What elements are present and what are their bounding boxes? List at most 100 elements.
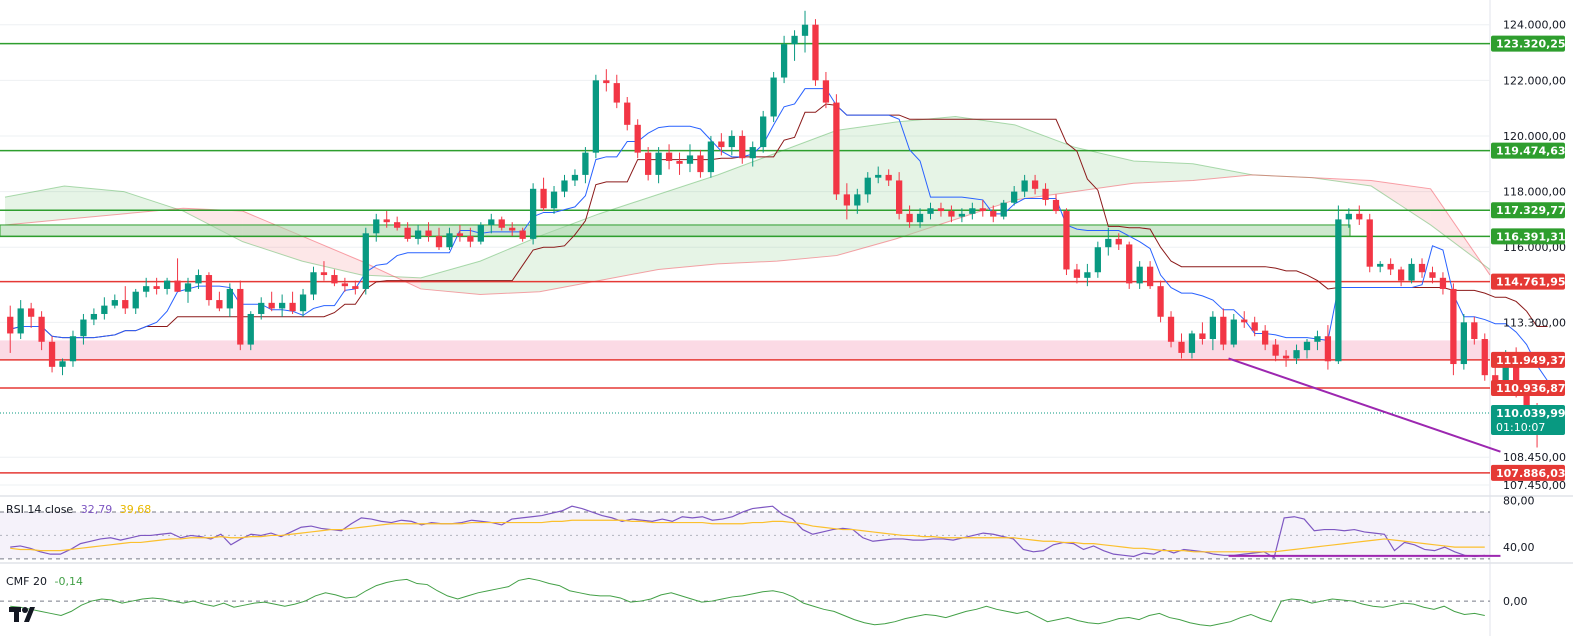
candle: [320, 261, 328, 281]
candle: [59, 358, 66, 376]
cmf-legend: CMF 20 -0,14: [6, 575, 87, 588]
candle: [446, 227, 453, 250]
level-tag-label: 114.761,95: [1496, 276, 1566, 289]
level-tag-label: 117.329,77: [1496, 204, 1566, 217]
candle: [822, 71, 830, 109]
candle-body: [582, 152, 589, 175]
candle-body: [69, 336, 77, 362]
candle: [28, 302, 35, 328]
level-tag: [1491, 380, 1565, 397]
candle-body: [1136, 266, 1143, 284]
rsi-legend: RSI 14 close 32,79 39,68: [6, 503, 155, 516]
candle: [801, 10, 809, 53]
candle-body: [529, 188, 537, 239]
candle: [770, 71, 777, 123]
candle: [634, 119, 641, 159]
candle: [728, 130, 735, 156]
level-tag-label: 123.320,25: [1496, 38, 1566, 51]
candle: [948, 205, 955, 223]
candle-body: [28, 308, 35, 317]
candle-body: [896, 180, 903, 214]
ichimoku-cloud-segment: [361, 261, 421, 289]
candle-body: [1303, 341, 1311, 351]
candle-body: [268, 302, 275, 309]
candle: [1272, 339, 1279, 362]
candle: [90, 308, 98, 326]
price-axis-tick: 113.300,00: [1503, 316, 1566, 329]
candle: [885, 169, 892, 187]
cmf-value: -0,14: [54, 575, 83, 588]
candle-body: [697, 155, 704, 173]
candle: [1356, 205, 1363, 225]
candle: [1188, 330, 1196, 359]
candle-body: [237, 288, 244, 345]
candle-body: [561, 180, 568, 192]
candle: [373, 213, 380, 242]
candle-body: [1387, 263, 1394, 270]
candle-body: [1460, 322, 1467, 365]
rsi-title: RSI 14 close: [6, 503, 74, 516]
candle: [916, 208, 924, 228]
candle-body: [833, 102, 840, 195]
candle-body: [1115, 238, 1122, 245]
candle: [582, 147, 589, 184]
candle-body: [111, 300, 118, 306]
candle-body: [801, 24, 809, 36]
candle-body: [331, 275, 338, 284]
candle: [362, 227, 369, 295]
candle: [561, 174, 568, 198]
candle: [571, 169, 579, 187]
level-tag: [1491, 202, 1565, 219]
candle: [1418, 258, 1426, 278]
candle: [1073, 263, 1081, 284]
candle-body: [7, 316, 14, 334]
candle-body: [780, 44, 788, 78]
candle: [1209, 311, 1217, 351]
candle: [163, 277, 171, 295]
candle: [969, 202, 976, 220]
candle: [592, 74, 599, 159]
candle-body: [592, 80, 599, 153]
candle-body: [1021, 180, 1028, 192]
cmf-axis-tick: 0,00: [1503, 595, 1528, 608]
candle: [1377, 261, 1384, 273]
price-axis-tick: 124.000,00: [1503, 19, 1566, 32]
candle-body: [948, 211, 955, 217]
candle: [498, 216, 505, 231]
candle: [780, 35, 788, 84]
level-tag: [1491, 142, 1565, 159]
ichimoku-cloud-segment: [302, 236, 362, 276]
candle-body: [216, 300, 223, 309]
candle: [143, 277, 150, 298]
candle: [937, 202, 945, 217]
candle-body: [1251, 322, 1258, 331]
candle: [1136, 261, 1143, 289]
candle: [7, 305, 14, 353]
candle: [1303, 339, 1311, 359]
ichimoku-cloud-segment: [1193, 163, 1253, 181]
candle: [226, 283, 233, 317]
candle: [1031, 174, 1039, 195]
ichimoku-cloud-segment: [717, 152, 778, 264]
candle-body: [383, 219, 390, 223]
rsi-value-2: 39,68: [119, 503, 152, 516]
candle-body: [760, 116, 767, 148]
candle-body: [1345, 213, 1352, 220]
candle: [1230, 313, 1237, 348]
candle-body: [299, 294, 307, 312]
candle-body: [1188, 333, 1196, 353]
candle-body: [425, 230, 432, 237]
kijun-line: [10, 103, 1548, 339]
ichimoku-cloud-segment: [658, 174, 718, 270]
candle-body: [843, 194, 850, 206]
candle: [1167, 311, 1175, 348]
tradingview-logo-icon[interactable]: [8, 603, 40, 625]
candle: [1439, 272, 1447, 295]
candle: [812, 19, 819, 86]
candle-body: [1084, 272, 1091, 278]
candle-body: [550, 191, 558, 209]
candle-body: [916, 213, 924, 223]
candle: [540, 177, 547, 212]
